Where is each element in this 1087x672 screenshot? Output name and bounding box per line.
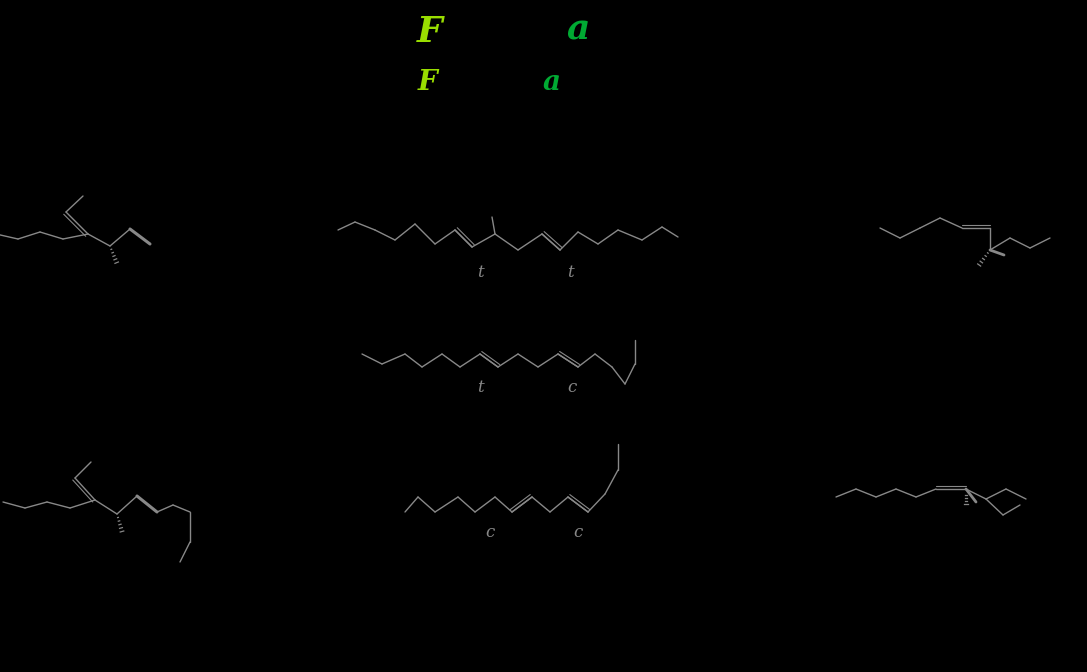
Text: c: c [567, 379, 576, 396]
Text: t: t [566, 264, 573, 281]
Text: F: F [418, 69, 438, 95]
Text: c: c [486, 524, 495, 541]
Text: t: t [477, 379, 484, 396]
Text: a: a [566, 13, 589, 47]
Text: t: t [477, 264, 484, 281]
Text: F: F [417, 15, 442, 49]
Text: c: c [573, 524, 583, 541]
Text: a: a [544, 69, 561, 95]
